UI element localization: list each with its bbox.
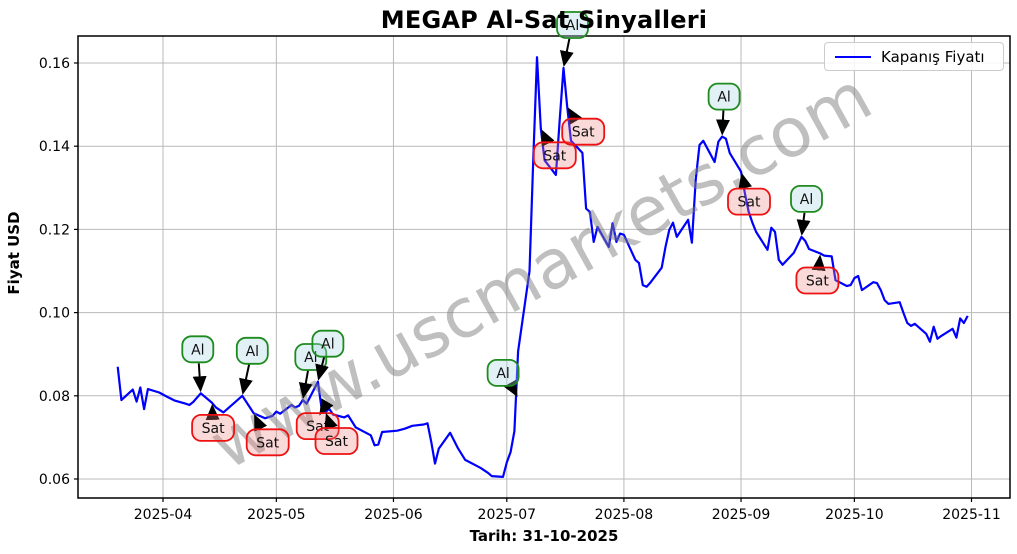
al-signal-bubble xyxy=(556,11,589,39)
sat-signal-label: Sat xyxy=(543,148,566,164)
sat-signal-label: Sat xyxy=(306,419,329,435)
sat-signal-arrow xyxy=(541,129,555,147)
al-signal-arrow xyxy=(192,363,207,393)
y-tick-label: 0.12 xyxy=(39,222,70,238)
x-tick-label: 2025-05 xyxy=(247,507,306,523)
al-signal-bubble xyxy=(311,329,345,358)
al-signal-bubble xyxy=(486,358,520,387)
al-signal-arrow xyxy=(239,364,253,395)
sat-signal-label: Sat xyxy=(806,274,829,290)
y-tick-label: 0.06 xyxy=(39,472,70,488)
x-tick-label: 2025-08 xyxy=(595,507,654,523)
sat-signal-label: Sat xyxy=(256,435,279,451)
x-tick-label: 2025-11 xyxy=(942,507,1001,523)
al-signal-bubble xyxy=(181,335,215,364)
sat-signal-label: Sat xyxy=(738,195,761,211)
x-tick-label: 2025-09 xyxy=(712,507,771,523)
sat-signal-bubble xyxy=(727,187,771,216)
al-signal-arrow xyxy=(715,110,730,136)
al-signal-arrow xyxy=(298,370,313,399)
sat-signal-bubble xyxy=(245,428,290,457)
x-tick-label: 2025-07 xyxy=(478,507,537,523)
al-signal-arrow xyxy=(315,356,329,381)
y-axis-label: Fiyat USD xyxy=(5,211,23,295)
sat-signal-bubble xyxy=(795,266,840,295)
plot-border xyxy=(77,35,1011,499)
sat-signal-arrow xyxy=(254,414,268,432)
y-tick-label: 0.08 xyxy=(39,389,70,405)
legend-line-swatch xyxy=(835,55,871,58)
x-tick-label: 2025-06 xyxy=(364,507,423,523)
sat-signal-label: Sat xyxy=(572,125,595,141)
sat-signal-label: Sat xyxy=(202,421,225,437)
sat-signal-bubble xyxy=(532,141,577,170)
al-signal-label: Al xyxy=(191,342,204,358)
price-line xyxy=(116,56,969,478)
al-signal-label: Al xyxy=(321,337,334,353)
y-tick-label: 0.10 xyxy=(39,306,70,322)
sat-signal-arrow xyxy=(738,172,753,190)
x-tick-label: 2025-04 xyxy=(134,507,193,523)
y-tick-label: 0.16 xyxy=(39,56,70,72)
al-signal-bubble xyxy=(790,184,823,213)
legend: Kapanış Fiyatı xyxy=(824,42,1004,71)
al-signal-label: Al xyxy=(496,366,509,382)
al-signal-label: Al xyxy=(566,18,579,34)
legend-label: Kapanış Fiyatı xyxy=(881,47,985,66)
chart-title: MEGAP Al-Sat Sinyalleri xyxy=(380,6,708,34)
x-axis-label: Tarih: 31-10-2025 xyxy=(469,527,619,545)
sat-signal-arrow xyxy=(811,254,826,272)
al-signal-label: Al xyxy=(800,192,813,208)
al-signal-arrow xyxy=(559,38,574,68)
al-signal-arrow xyxy=(796,212,811,236)
sat-signal-label: Sat xyxy=(325,434,348,450)
sat-signal-arrow xyxy=(324,412,338,431)
sat-signal-bubble xyxy=(191,413,236,442)
x-tick-label: 2025-10 xyxy=(825,507,884,523)
sat-signal-bubble xyxy=(314,427,359,455)
al-signal-bubble xyxy=(235,336,269,365)
al-signal-label: Al xyxy=(717,90,730,106)
sat-signal-bubble xyxy=(561,117,606,146)
al-signal-bubble xyxy=(707,82,741,111)
al-signal-label: Al xyxy=(246,344,259,360)
y-tick-label: 0.14 xyxy=(39,139,70,155)
